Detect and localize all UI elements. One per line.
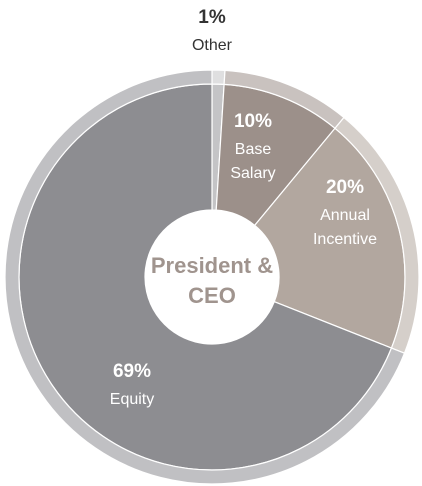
center-label: President & [151, 253, 273, 278]
category-label-line: Annual [320, 207, 370, 224]
donut-hole [145, 210, 279, 344]
category-label-line: Base [235, 141, 272, 158]
category-label: Base Salary [230, 141, 275, 182]
value-label: 20% [326, 177, 364, 198]
slice-rim [4, 69, 406, 485]
category-label: Other [192, 37, 233, 54]
value-label: 69% [113, 361, 151, 382]
category-label: Equity [110, 391, 154, 408]
slices [4, 69, 420, 485]
slice-rim [211, 69, 226, 86]
value-label: 10% [234, 111, 272, 132]
category-label-line: Incentive [313, 231, 377, 248]
center-label: CEO [188, 283, 236, 308]
value-label: 1% [198, 7, 226, 28]
category-label: Annual Incentive [313, 207, 377, 248]
category-label-line: Salary [230, 165, 275, 182]
